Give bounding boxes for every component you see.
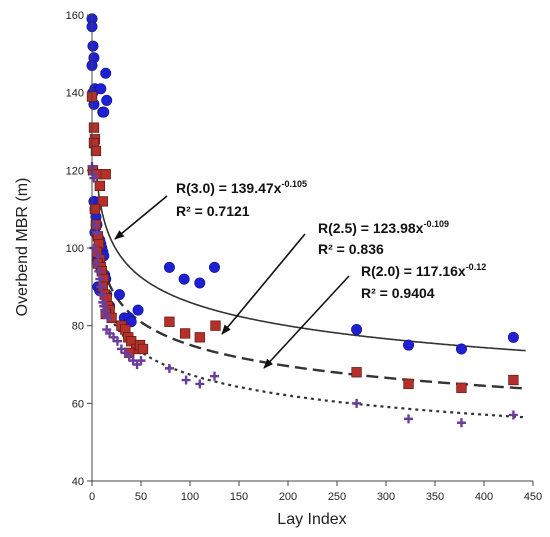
annotation-r20-r2: R² = 0.9404: [361, 285, 435, 301]
data-point-circle: [101, 94, 113, 106]
data-point-square: [508, 374, 519, 386]
data-point-plus: [91, 259, 101, 269]
annotation-r30-equation: R(3.0) = 139.47x-0.105: [176, 179, 307, 196]
data-point-circle: [98, 106, 110, 118]
data-point-circle: [163, 261, 175, 273]
y-tick-label: 60: [72, 398, 84, 410]
data-point-plus: [92, 227, 102, 237]
data-point-square: [100, 169, 111, 180]
data-point-square: [351, 367, 362, 378]
annotation-r25-r2: R² = 0.836: [318, 241, 384, 257]
fit-curve-dashed: [95, 227, 526, 390]
data-point-square: [88, 122, 100, 133]
x-tick-label: 450: [524, 491, 542, 503]
data-point-plus: [136, 356, 146, 366]
y-tick-label: 100: [66, 243, 84, 255]
data-point-circle: [100, 67, 112, 79]
annotation-r30-exponent: -0.105: [281, 179, 307, 189]
y-tick-label: 120: [66, 165, 84, 177]
data-point-plus: [103, 313, 113, 323]
data-point-plus: [181, 375, 191, 385]
data-point-square: [403, 378, 414, 390]
x-tick-label: 250: [328, 491, 346, 503]
annotation-r25-exponent: -0.109: [423, 219, 449, 229]
data-point-plus: [195, 379, 205, 389]
x-tick-label: 50: [135, 491, 147, 503]
y-ticks: 40 60 80 100 120 140 160: [66, 10, 92, 488]
annotation-r20-prefix: R(2.0) = 117.16x: [361, 263, 466, 279]
data-point-square: [164, 316, 175, 327]
annotation-r30-arrow: [114, 195, 168, 240]
data-point-plus: [95, 274, 105, 284]
data-point-plus: [508, 410, 518, 420]
data-point-circle: [209, 261, 221, 273]
data-point-plus: [352, 398, 362, 408]
data-point-square: [94, 180, 105, 192]
x-tick-label: 100: [181, 491, 199, 503]
x-tick-label: 150: [230, 491, 248, 503]
data-point-circle: [194, 277, 206, 289]
data-point-circle: [132, 304, 144, 316]
y-tick-label: 40: [72, 476, 84, 488]
x-axis-title: Lay Index: [277, 511, 346, 528]
y-axis-title: Overbend MBR (m): [14, 178, 31, 317]
data-point-circle: [87, 40, 99, 52]
data-point-plus: [112, 336, 122, 346]
annotation-r25-prefix: R(2.5) = 123.98x: [318, 220, 424, 236]
data-point-plus: [456, 418, 466, 428]
y-tick-label: 80: [72, 321, 84, 333]
annotation-r20-exponent: -0.12: [466, 262, 487, 272]
data-points: [86, 13, 519, 428]
data-point-plus: [404, 414, 414, 424]
data-point-plus: [210, 371, 219, 381]
annotation-r20-equation: R(2.0) = 117.16x-0.12: [361, 262, 486, 279]
annotation-r30-prefix: R(3.0) = 139.47x: [176, 180, 282, 196]
data-point-circle: [351, 324, 363, 336]
x-tick-label: 0: [89, 491, 95, 503]
data-point-circle: [455, 343, 467, 355]
data-point-plus: [97, 290, 107, 300]
y-tick-label: 140: [66, 88, 84, 100]
x-tick-label: 200: [279, 491, 297, 503]
data-point-plus: [93, 251, 103, 261]
data-point-square: [194, 332, 205, 343]
x-tick-label: 350: [426, 491, 444, 503]
data-point-plus: [89, 173, 99, 183]
fit-curve-dotted: [95, 256, 526, 419]
data-point-plus: [164, 363, 174, 373]
data-point-square: [456, 382, 467, 393]
annotation-r25-arrow: [221, 233, 306, 335]
data-point-plus: [94, 266, 104, 276]
data-point-circle: [95, 83, 107, 95]
data-point-square: [90, 145, 102, 157]
annotation-r20-arrow: [263, 275, 350, 369]
y-tick-label: 160: [66, 10, 84, 22]
data-point-circle: [507, 331, 519, 343]
data-point-circle: [113, 289, 125, 301]
data-point-square: [179, 328, 191, 339]
data-point-square: [97, 196, 108, 207]
data-point-circle: [178, 273, 190, 285]
data-point-square: [89, 204, 101, 215]
x-ticks: 0 50 100 150 200 250 300 350 400 450: [89, 481, 542, 503]
annotation-r25-equation: R(2.5) = 123.98x-0.109: [318, 219, 449, 236]
data-point-plus: [96, 282, 106, 292]
data-point-square: [210, 320, 221, 331]
annotation-r30-r2: R² = 0.7121: [176, 203, 250, 219]
fit-curve-solid: [95, 173, 526, 352]
fit-curves: [95, 173, 526, 419]
x-tick-label: 300: [377, 491, 395, 503]
x-tick-label: 400: [475, 491, 493, 503]
data-point-circle: [403, 339, 415, 351]
data-point-square: [137, 343, 149, 355]
